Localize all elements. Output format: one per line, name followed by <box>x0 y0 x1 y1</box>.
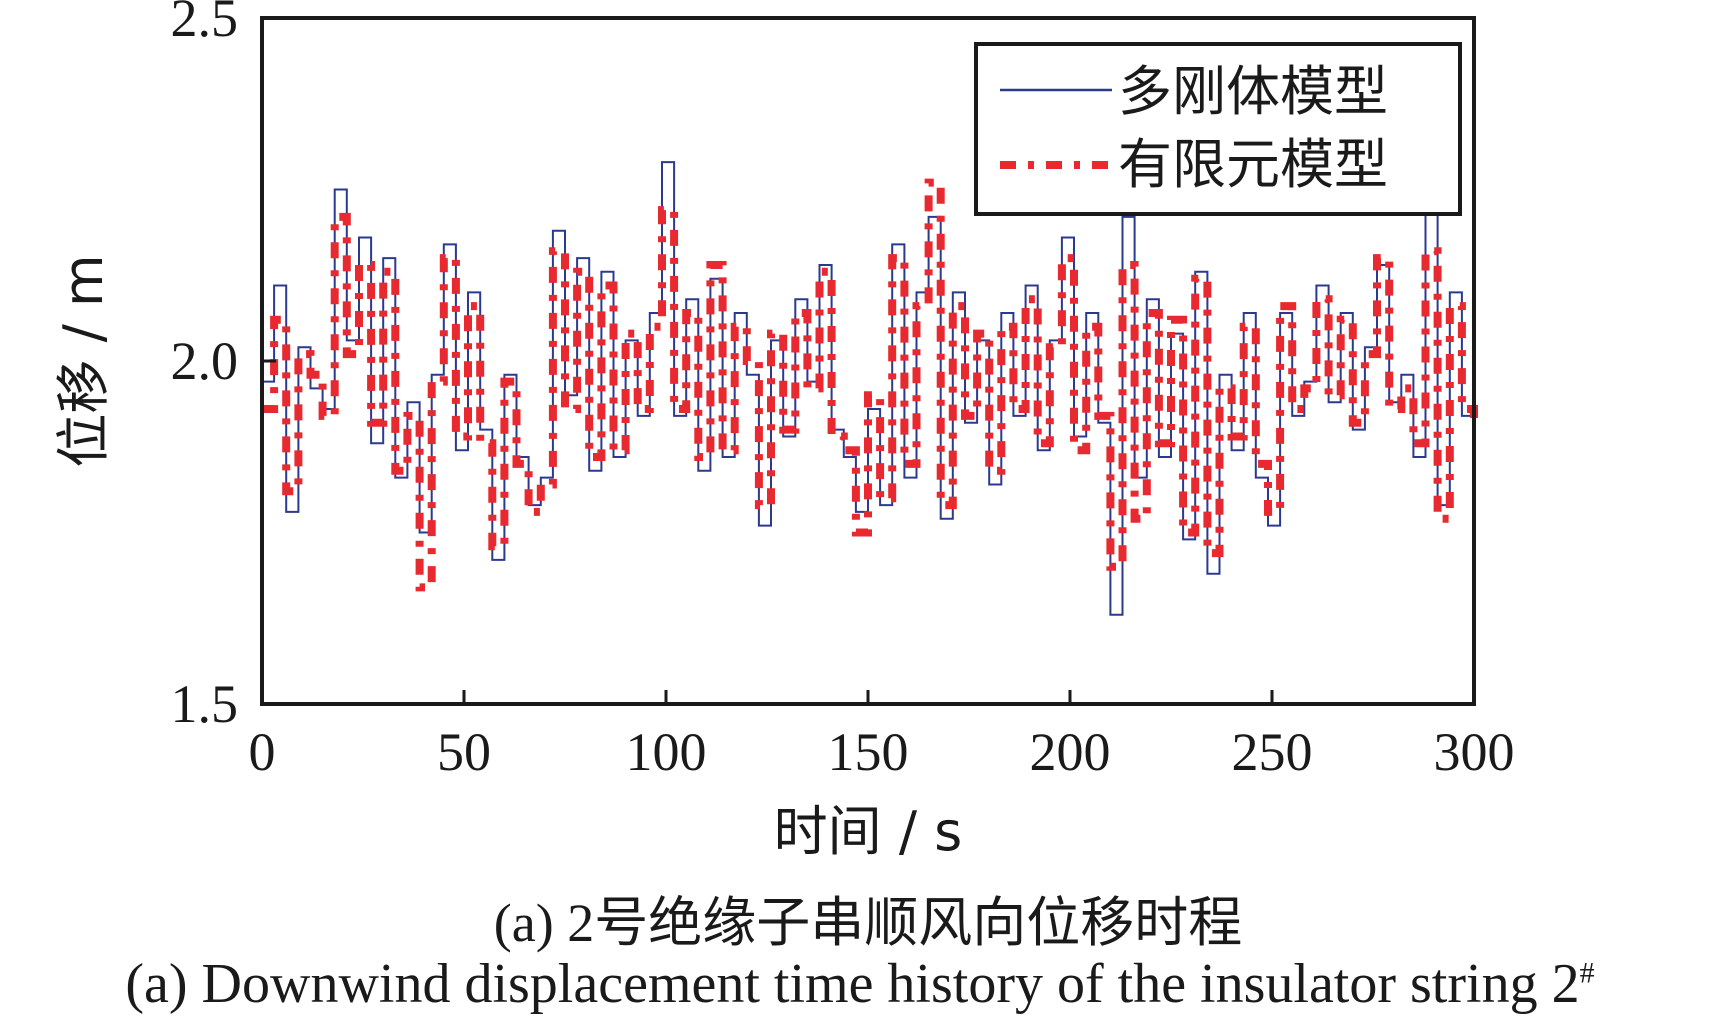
chart: 0 50 100 150 200 250 300 1.5 2.0 2.5 时间 / s 位移 / … <box>52 0 1515 863</box>
legend-label-finite-element: 有限元模型 <box>1118 133 1388 196</box>
caption-chinese-text: (a) 2号绝缘子串顺风向位移时程 <box>493 893 1243 953</box>
caption-english-superscript: # <box>1579 956 1595 990</box>
legend-box <box>974 42 1462 216</box>
tick-layer: 0 50 100 150 200 250 300 1.5 2.0 2.5 <box>171 0 1515 782</box>
y-tick-label: 2.5 <box>171 0 239 48</box>
series-layer <box>262 161 1478 616</box>
x-tick-label: 250 <box>1232 722 1313 782</box>
series-line-finite-element <box>262 178 1478 592</box>
legend: 多刚体模型 有限元模型 <box>974 42 1462 216</box>
x-tick-label: 0 <box>249 722 276 782</box>
series-line-rigid-body <box>262 161 1475 616</box>
x-tick-label: 50 <box>437 722 491 782</box>
caption-english-text: (a) Downwind displacement time history o… <box>125 953 1580 1015</box>
x-tick-label: 300 <box>1434 722 1515 782</box>
y-tick-label: 1.5 <box>171 674 239 734</box>
y-axis-label: 位移 / m <box>52 254 115 467</box>
x-tick-label: 100 <box>626 722 707 782</box>
caption-english: (a) Downwind displacement time history o… <box>0 952 1728 1016</box>
x-tick-label: 150 <box>828 722 909 782</box>
y-tick-label: 2.0 <box>171 331 239 391</box>
x-axis-label: 时间 / s <box>774 800 963 863</box>
legend-label-rigid-body: 多刚体模型 <box>1118 60 1388 123</box>
caption-chinese: (a) 2号绝缘子串顺风向位移时程 <box>0 878 1736 957</box>
x-tick-label: 200 <box>1030 722 1111 782</box>
